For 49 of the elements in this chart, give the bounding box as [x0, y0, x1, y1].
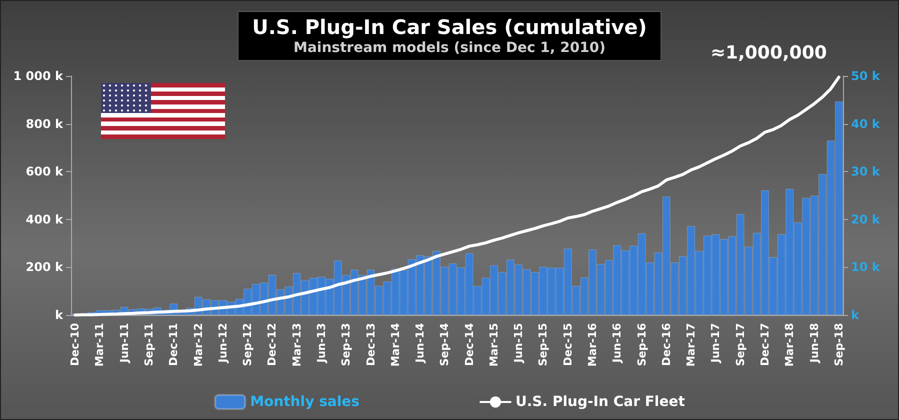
y-tick-label: 400 k: [26, 212, 64, 226]
x-tick-label: Sep-14: [438, 322, 452, 366]
x-tick-label: Dec-11: [167, 323, 180, 366]
x-tick-label: Sep-15: [536, 323, 550, 366]
x-tick-label: Mar-12: [192, 323, 205, 367]
legend-label: U.S. Plug-In Car Fleet: [515, 394, 686, 410]
x-tick-label: Mar-18: [783, 323, 796, 367]
x-tick-label: Jun-11: [118, 323, 131, 364]
y-tick-label: k: [55, 308, 64, 322]
x-tick-label: Sep-11: [142, 323, 156, 366]
y2-tick-label: k: [851, 308, 860, 322]
annotation: ≈1,000,000: [710, 42, 827, 64]
x-tick-label: Jun-13: [314, 323, 328, 364]
x-tick-label: Mar-14: [388, 322, 402, 367]
x-tick-label: Jun-15: [512, 323, 526, 364]
x-tick-label: Jun-17: [709, 323, 722, 364]
x-tick-label: Jun-18: [808, 323, 821, 364]
y2-tick-label: 40 k: [851, 116, 881, 131]
y-tick-label: 600 k: [26, 164, 64, 179]
x-tick-label: Sep-12: [241, 323, 254, 366]
y-tick-label: 800 k: [26, 116, 64, 131]
chart-title: U.S. Plug-In Car Sales (cumulative): [252, 15, 647, 39]
y2-tick-label: 20 k: [851, 212, 881, 226]
x-tick-label: Mar-15: [487, 323, 500, 367]
y-tick-label: 1 000 k: [13, 69, 64, 83]
y-tick-label: 200 k: [26, 260, 64, 274]
y2-tick-label: 30 k: [851, 164, 881, 179]
x-tick-label: Mar-13: [290, 323, 304, 367]
x-tick-label: Dec-13: [364, 323, 378, 366]
x-tick-label: Sep-16: [635, 322, 648, 366]
x-tick-label: Jun-14: [414, 322, 427, 364]
legend-label: Monthly sales: [250, 394, 360, 410]
x-tick-label: Dec-12: [266, 323, 279, 366]
x-tick-label: Dec-10: [68, 322, 82, 366]
x-tick-label: Dec-14: [462, 322, 476, 366]
x-tick-label: Dec-15: [561, 323, 574, 366]
x-tick-label: Jun-12: [216, 323, 230, 364]
y2-tick-label: 10 k: [851, 260, 881, 274]
x-tick-label: Mar-17: [684, 323, 698, 367]
x-tick-label: Dec-17: [758, 323, 772, 366]
x-tick-label: Dec-16: [660, 322, 673, 366]
x-tick-label: Sep-18: [832, 323, 846, 366]
x-tick-label: Sep-13: [340, 323, 353, 366]
x-tick-label: Mar-16: [586, 322, 600, 367]
x-tick-label: Jun-16: [610, 322, 624, 364]
x-tick-label: Mar-11: [93, 323, 106, 367]
x-tick-label: Sep-17: [734, 323, 747, 366]
chart-subtitle: Mainstream models (since Dec 1, 2010): [294, 40, 606, 56]
y2-tick-label: 50 k: [851, 69, 881, 83]
